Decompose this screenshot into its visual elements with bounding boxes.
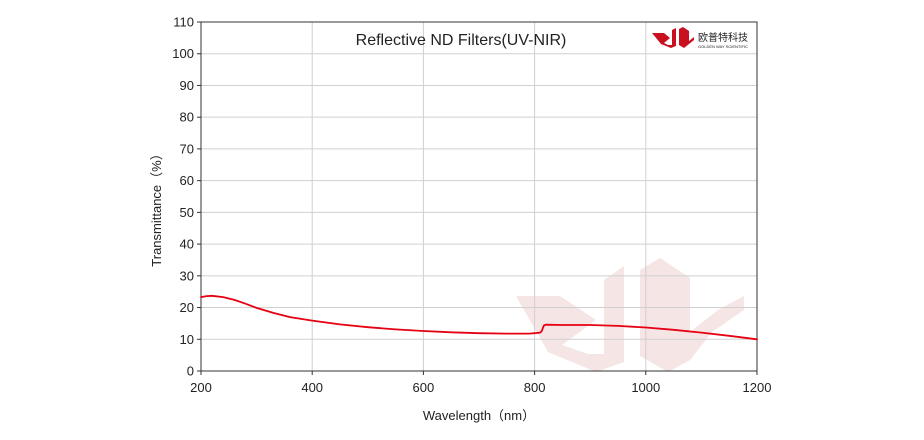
x-axis-ticks: 200 400 600 800 1000 1200 <box>190 371 771 395</box>
x-tick-label-600: 600 <box>413 380 435 395</box>
watermark-logo <box>516 258 744 372</box>
y-tick-label-30: 30 <box>180 268 194 283</box>
x-tick-label-1200: 1200 <box>743 380 772 395</box>
y-tick-label-110: 110 <box>173 15 194 30</box>
x-tick-label-800: 800 <box>524 380 546 395</box>
y-tick-label-70: 70 <box>180 141 194 156</box>
y-axis-title: Transmittance（%） <box>149 147 164 266</box>
y-tick-label-10: 10 <box>180 332 194 347</box>
brand-logo-mark-icon <box>652 27 694 48</box>
y-tick-label-20: 20 <box>180 300 194 315</box>
chart-title: Reflective ND Filters(UV-NIR) <box>356 32 567 49</box>
brand-logo: 欧普特科技 GOLDEN WAY SCIENTIFIC <box>652 27 748 49</box>
y-axis-ticks: 0 10 20 30 40 50 60 70 80 90 100 110 <box>172 15 201 379</box>
x-tick-label-1000: 1000 <box>631 380 660 395</box>
brand-logo-chinese-name: 欧普特科技 <box>698 31 748 44</box>
plot-area-frame <box>200 21 758 372</box>
x-tick-label-200: 200 <box>190 380 212 395</box>
y-tick-label-90: 90 <box>180 78 194 93</box>
y-tick-label-50: 50 <box>180 205 194 220</box>
y-tick-label-60: 60 <box>180 173 194 188</box>
y-tick-label-0: 0 <box>187 364 194 379</box>
y-tick-label-80: 80 <box>180 110 194 125</box>
series-line-1 <box>200 294 758 341</box>
y-tick-label-100: 100 <box>172 46 194 61</box>
x-tick-label-400: 400 <box>301 380 323 395</box>
brand-logo-english-name: GOLDEN WAY SCIENTIFIC <box>698 44 748 49</box>
x-axis-title: Wavelength（nm） <box>423 408 535 423</box>
series-group <box>200 294 758 341</box>
chart-grid <box>201 22 757 371</box>
y-tick-label-40: 40 <box>180 237 194 252</box>
